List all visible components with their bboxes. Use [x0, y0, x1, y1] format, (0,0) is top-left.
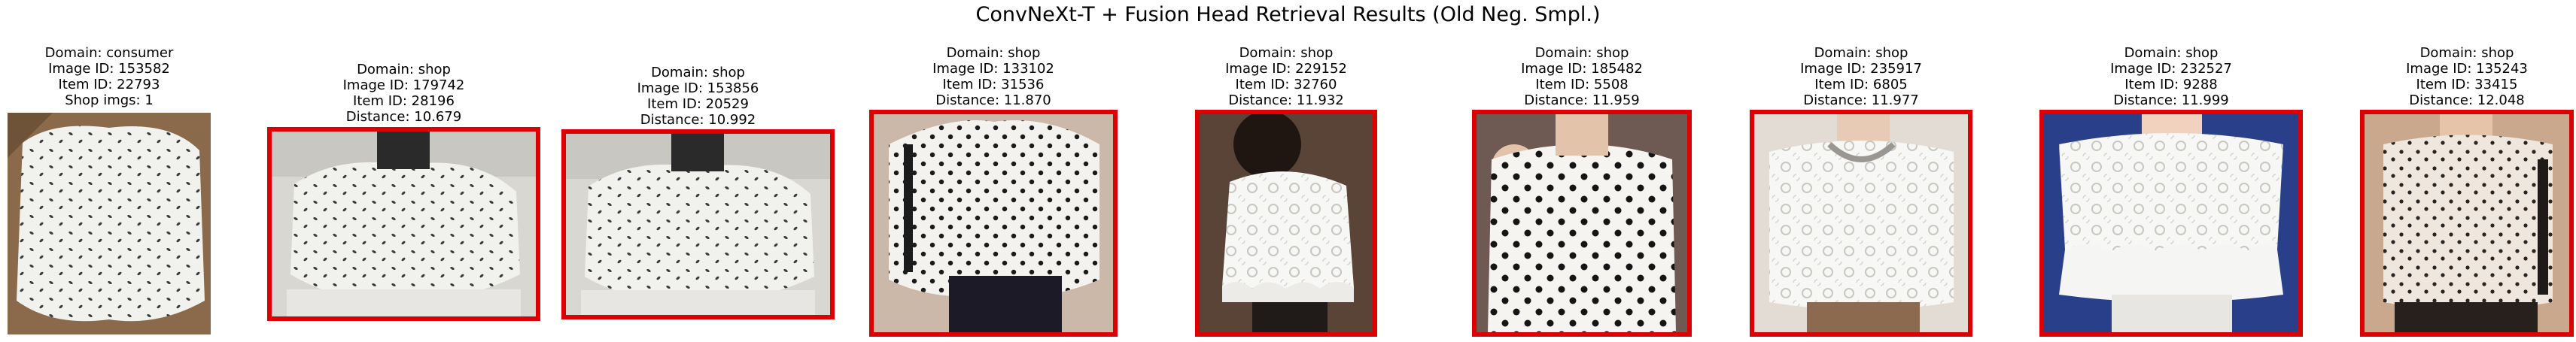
result-domain: Domain: shop	[651, 65, 745, 80]
result-item-id: Item ID: 20529	[647, 96, 749, 112]
result-image	[869, 110, 1118, 337]
result-item-id: Item ID: 6805	[1814, 77, 1908, 92]
result-image-id: Image ID: 229152	[1225, 61, 1347, 77]
figure-title: ConvNeXt-T + Fusion Head Retrieval Resul…	[975, 3, 1601, 26]
result-item-id: Item ID: 32760	[1235, 77, 1337, 92]
result-caption: Domain: shop Image ID: 179742 Item ID: 2…	[267, 62, 540, 125]
result-image	[561, 129, 835, 319]
result-panel: Domain: shop Image ID: 185482 Item ID: 5…	[1472, 45, 1692, 337]
result-image-id: Image ID: 232527	[2110, 61, 2232, 77]
result-panel: Domain: shop Image ID: 235917 Item ID: 6…	[1750, 45, 1972, 337]
result-domain: Domain: shop	[1239, 45, 1334, 61]
result-domain: Domain: shop	[2124, 45, 2219, 61]
result-caption: Domain: shop Image ID: 135243 Item ID: 3…	[2360, 45, 2574, 108]
result-domain: Domain: shop	[946, 45, 1041, 61]
result-domain: Domain: shop	[1814, 45, 1908, 61]
result-panel: Domain: shop Image ID: 232527 Item ID: 9…	[2039, 45, 2303, 337]
result-caption: Domain: shop Image ID: 229152 Item ID: 3…	[1195, 45, 1377, 108]
result-image-id: Image ID: 179742	[342, 77, 465, 93]
result-caption: Domain: shop Image ID: 232527 Item ID: 9…	[2039, 45, 2303, 108]
result-distance: Distance: 10.992	[640, 112, 756, 128]
result-panel: Domain: shop Image ID: 135243 Item ID: 3…	[2360, 45, 2574, 337]
result-distance: Distance: 11.932	[1228, 92, 1344, 108]
result-distance: Distance: 10.679	[345, 109, 462, 125]
result-caption: Domain: shop Image ID: 153856 Item ID: 2…	[561, 65, 835, 128]
result-distance: Distance: 11.959	[1524, 92, 1640, 108]
result-item-id: Item ID: 5508	[1535, 77, 1629, 92]
result-image	[2360, 110, 2574, 337]
result-image-id: Image ID: 153856	[637, 80, 759, 96]
query-item-id: Item ID: 22793	[58, 77, 160, 92]
result-domain: Domain: shop	[2419, 45, 2514, 61]
result-distance: Distance: 12.048	[2409, 92, 2525, 108]
result-caption: Domain: shop Image ID: 133102 Item ID: 3…	[869, 45, 1118, 108]
result-item-id: Item ID: 31536	[942, 77, 1045, 92]
result-item-id: Item ID: 33415	[2416, 77, 2518, 92]
result-item-id: Item ID: 28196	[353, 93, 455, 109]
result-image-id: Image ID: 133102	[932, 61, 1054, 77]
result-distance: Distance: 11.870	[935, 92, 1051, 108]
query-image	[8, 113, 211, 334]
query-image-id: Image ID: 153582	[48, 61, 170, 77]
result-image-id: Image ID: 235917	[1800, 61, 1922, 77]
query-domain: Domain: consumer	[44, 45, 174, 61]
result-panel: Domain: shop Image ID: 153856 Item ID: 2…	[561, 65, 835, 319]
result-distance: Distance: 11.977	[1803, 92, 1919, 108]
result-caption: Domain: shop Image ID: 185482 Item ID: 5…	[1472, 45, 1692, 108]
result-panel: Domain: shop Image ID: 179742 Item ID: 2…	[267, 62, 540, 321]
result-image	[1750, 110, 1972, 337]
result-distance: Distance: 11.999	[2113, 92, 2229, 108]
result-image	[2039, 110, 2303, 337]
result-domain: Domain: shop	[357, 62, 451, 77]
query-shop-imgs: Shop imgs: 1	[65, 92, 154, 108]
result-image-id: Image ID: 135243	[2406, 61, 2528, 77]
query-caption: Domain: consumer Image ID: 153582 Item I…	[8, 45, 211, 108]
result-panel: Domain: shop Image ID: 133102 Item ID: 3…	[869, 45, 1118, 337]
result-panel: Domain: shop Image ID: 229152 Item ID: 3…	[1195, 45, 1377, 337]
result-domain: Domain: shop	[1534, 45, 1629, 61]
result-image	[267, 127, 540, 321]
query-panel: Domain: consumer Image ID: 153582 Item I…	[8, 45, 211, 334]
result-image	[1195, 110, 1377, 337]
result-image	[1472, 110, 1692, 337]
result-image-id: Image ID: 185482	[1521, 61, 1643, 77]
result-item-id: Item ID: 9288	[2124, 77, 2218, 92]
result-caption: Domain: shop Image ID: 235917 Item ID: 6…	[1750, 45, 1972, 108]
